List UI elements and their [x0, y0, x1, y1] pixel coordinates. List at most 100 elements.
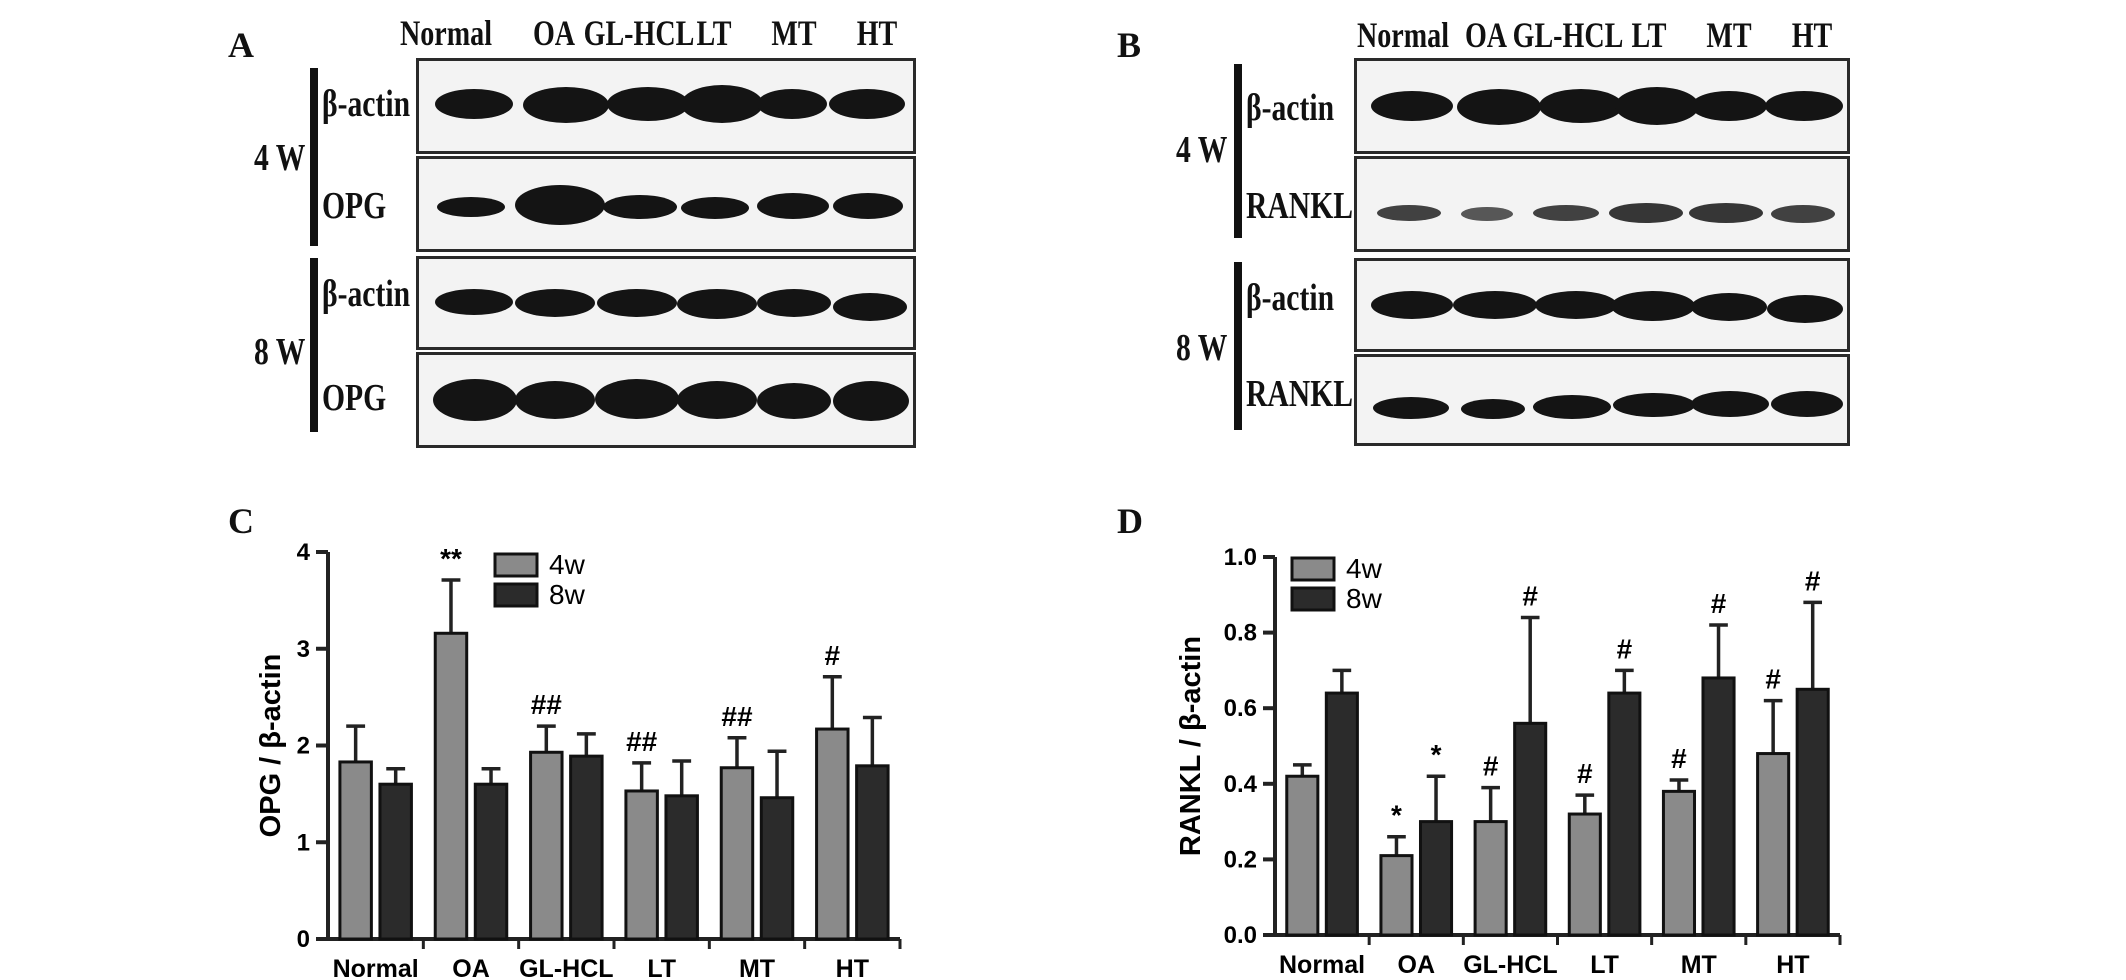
y-tick-label: 1.0 — [1224, 544, 1257, 571]
band — [833, 293, 907, 321]
bar-8w-lt — [664, 794, 699, 941]
significance-label: # — [1577, 758, 1593, 789]
panel-letter-c: C — [228, 501, 254, 541]
y-axis-label: RANKL / β-actin — [1175, 636, 1207, 856]
band — [435, 289, 513, 315]
band — [515, 185, 605, 225]
significance-label: ## — [721, 701, 753, 732]
x-tick-label: OA — [452, 955, 490, 980]
bar-8w-lt — [1607, 691, 1642, 937]
bar-8w-gl-hcl — [569, 754, 604, 941]
band — [681, 85, 763, 123]
lane-label-normal: Normal — [399, 13, 493, 53]
band — [1533, 395, 1611, 419]
y-tick-label: 0.2 — [1224, 846, 1257, 873]
y-tick-label: 0.4 — [1224, 771, 1258, 798]
band — [1691, 91, 1767, 121]
bar-8w-gl-hcl — [1513, 721, 1548, 937]
band — [833, 381, 909, 421]
bar-8w-ht — [1795, 687, 1830, 937]
blot-row-opg-8w — [416, 352, 916, 448]
band — [681, 197, 749, 219]
blot-row-beta-actin-8w — [416, 256, 916, 350]
row-label-beta-actin-4w: β-actin — [322, 83, 411, 125]
band — [833, 193, 903, 219]
band — [1457, 89, 1541, 125]
band — [1461, 399, 1525, 419]
row-label-beta-actin-8w: β-actin — [322, 273, 411, 315]
bar-8w-oa — [473, 782, 509, 941]
significance-label: # — [1711, 588, 1727, 619]
band — [677, 289, 757, 319]
bracket-8w — [310, 258, 318, 432]
lane-label-oa: OA — [1464, 15, 1508, 55]
legend-label-4w: 4w — [1346, 553, 1383, 584]
band — [757, 89, 827, 119]
bar-4w-normal — [1285, 774, 1320, 937]
chart-rankl-ratio: RANKL / β-actin 0.0 0.2 0.4 0.6 0.8 1.0 Normal O… — [1175, 544, 1842, 979]
band — [1533, 205, 1599, 221]
bar-8w-ht — [855, 764, 890, 941]
y-tick-label: 3 — [297, 636, 310, 663]
panel-letter-d: D — [1117, 501, 1143, 541]
x-tick-label: LT — [647, 955, 676, 980]
blot-row-beta-actin-4w — [416, 58, 916, 154]
legend-swatch-8w — [1290, 586, 1336, 612]
band — [677, 381, 757, 419]
band — [1611, 291, 1695, 321]
band — [1453, 291, 1537, 319]
bracket-8w — [1234, 262, 1242, 430]
band — [1539, 89, 1623, 123]
band — [1691, 391, 1769, 417]
x-tick-label: LT — [1590, 951, 1619, 979]
blot-row-rankl-4w — [1354, 156, 1850, 252]
band — [757, 193, 829, 219]
row-label-beta-actin-8w: β-actin — [1246, 277, 1335, 319]
blot-row-beta-actin-4w — [1354, 58, 1850, 154]
blot-row-rankl-8w — [1354, 354, 1850, 446]
lane-label-oa: OA — [532, 13, 576, 53]
row-label-rankl-8w: RANKL — [1246, 373, 1354, 415]
legend-label-4w: 4w — [549, 549, 586, 580]
time-label-4w: 4 W — [254, 137, 306, 179]
y-axis-label: OPG / β-actin — [255, 654, 287, 838]
bar-4w-oa — [1379, 854, 1414, 937]
band — [1613, 393, 1695, 417]
band — [603, 195, 677, 219]
bar-4w-lt — [1567, 812, 1602, 937]
significance-label: # — [1805, 565, 1821, 596]
x-tick-label: HT — [836, 955, 869, 980]
y-tick-label: 4 — [297, 539, 311, 566]
row-label-rankl-4w: RANKL — [1246, 185, 1354, 227]
bar-4w-normal — [338, 760, 373, 941]
lane-label-lt: LT — [696, 13, 732, 53]
significance-label: * — [1391, 800, 1402, 831]
band — [1771, 205, 1835, 223]
band — [1609, 203, 1683, 223]
x-tick-label: Normal — [333, 955, 419, 980]
y-tick-label: 0.0 — [1224, 922, 1257, 949]
row-label-beta-actin-4w: β-actin — [1246, 87, 1335, 129]
lane-label-lt: LT — [1631, 15, 1667, 55]
x-tick-label: HT — [1776, 951, 1809, 979]
panel-letter-a: A — [228, 25, 254, 65]
significance-label: ## — [531, 689, 563, 720]
x-tick-label: GL-HCL — [519, 955, 613, 980]
bar-4w-oa — [433, 631, 469, 941]
bracket-4w — [310, 68, 318, 246]
y-tick-label: 0.6 — [1224, 695, 1257, 722]
bar-4w-gl-hcl — [1473, 820, 1508, 937]
lane-label-mt: MT — [771, 13, 817, 53]
panel-letter-b: B — [1117, 25, 1142, 65]
x-tick-label: GL-HCL — [1463, 951, 1557, 979]
legend-swatch-8w — [493, 582, 539, 608]
significance-label: ## — [626, 726, 658, 757]
time-label-4w: 4 W — [1176, 129, 1228, 171]
bar-8w-normal — [1324, 691, 1359, 937]
y-tick-label: 0 — [297, 926, 310, 953]
band — [1771, 391, 1843, 417]
significance-label: # — [1522, 580, 1538, 611]
time-label-8w: 8 W — [1176, 327, 1228, 369]
band — [1461, 207, 1513, 221]
